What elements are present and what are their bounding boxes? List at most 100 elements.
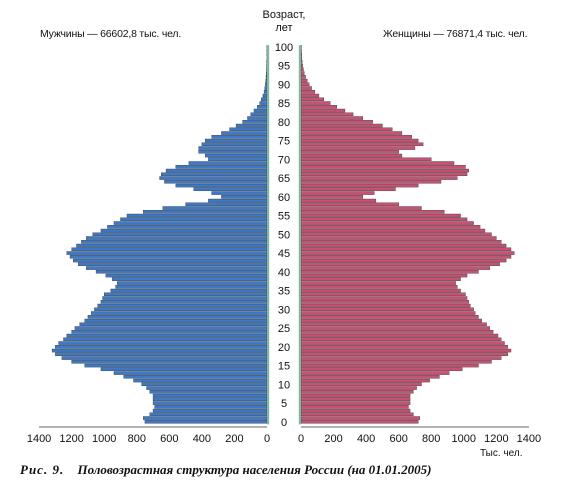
female-bar-age-97 [300, 56, 302, 60]
male-bar-age-78 [229, 127, 268, 132]
age-tick-10: 10 [278, 379, 290, 391]
male-bar-age-29 [91, 311, 268, 315]
male-bar-age-52 [107, 225, 268, 229]
figure-label: Рис. 9. [20, 462, 65, 477]
male-bar-age-88 [263, 90, 268, 94]
male-bar-age-40 [95, 270, 268, 274]
female-bar-age-48 [300, 240, 502, 244]
female-bar-age-42 [300, 262, 500, 267]
age-axis-title-line1: Возраст, [263, 9, 306, 21]
male-bar-age-19 [51, 348, 268, 353]
age-tick-95: 95 [278, 61, 290, 73]
male-bar-age-30 [94, 307, 268, 312]
male-bar-age-27 [84, 318, 268, 323]
female-bar-age-74 [300, 142, 424, 147]
female-bar-age-39 [300, 273, 468, 278]
age-tick-60: 60 [278, 192, 290, 204]
female-bar-age-18 [300, 352, 508, 357]
male-bar-age-59 [208, 198, 268, 203]
female-bar-age-14 [300, 367, 463, 372]
female-bar-age-58 [300, 202, 399, 207]
female-bar-age-61 [300, 191, 375, 195]
male-bar-age-34 [104, 292, 268, 297]
x-axis: 0 0 200 200 400 400 600 600 800 800 1000 1000 1200 12… [27, 426, 541, 445]
male-bar-age-68 [175, 165, 268, 169]
male-bar-age-86 [261, 97, 268, 102]
male-bar-age-81 [247, 116, 268, 120]
age-tick-70: 70 [278, 154, 290, 166]
age-axis-strip-right [298, 45, 301, 425]
male-bar-age-45 [66, 251, 268, 255]
male-bar-age-91 [265, 78, 268, 83]
age-tick-90: 90 [278, 79, 290, 91]
x-tick-left-800: 800 [128, 433, 146, 445]
x-tick-right-200: 200 [324, 433, 342, 445]
female-bar-age-64 [300, 180, 442, 184]
male-bar-age-89 [264, 86, 268, 90]
age-tick-labels: 0 5 10 15 20 25 30 35 40 45 50 55 60 65 70 75 80 85 90 95 10… [275, 42, 293, 429]
female-bar-age-72 [300, 150, 399, 154]
male-bar-age-77 [221, 131, 268, 135]
male-bar-age-93 [266, 71, 268, 75]
age-tick-100: 100 [275, 42, 293, 54]
male-bar-age-55 [126, 213, 268, 218]
age-tick-85: 85 [278, 98, 290, 110]
female-bar-age-93 [300, 71, 305, 75]
unit-label: Тыс. чел. [480, 448, 522, 459]
female-bar-age-33 [300, 296, 468, 300]
male-bar-age-54 [120, 217, 268, 222]
female-bar-age-19 [300, 348, 512, 353]
age-tick-15: 15 [278, 361, 290, 373]
male-bar-age-65 [159, 176, 268, 180]
x-tick-right-0: 0 [298, 433, 304, 445]
age-axis-strip-left [267, 45, 270, 425]
age-tick-65: 65 [278, 173, 290, 185]
female-bar-age-82 [300, 112, 354, 117]
female-bar-age-85 [300, 101, 331, 105]
male-bar-age-18 [55, 352, 268, 357]
female-bar-age-54 [300, 217, 468, 222]
male-bar-age-57 [162, 206, 268, 210]
male-bar-age-39 [105, 273, 268, 278]
female-bar-age-96 [300, 60, 303, 64]
female-bar-age-94 [300, 67, 304, 72]
age-tick-35: 35 [278, 286, 290, 298]
male-bar-age-42 [77, 262, 268, 267]
male-bar-age-16 [71, 360, 268, 364]
female-bar-age-10 [300, 382, 422, 387]
male-bar-age-24 [71, 330, 268, 334]
male-bar-age-64 [164, 180, 268, 184]
male-bar-age-50 [92, 232, 268, 237]
female-bar-age-77 [300, 131, 403, 135]
female-bar-age-0 [300, 420, 419, 424]
male-bar-age-85 [259, 101, 268, 105]
female-bar-age-89 [300, 86, 312, 90]
male-bar-age-6 [152, 397, 268, 402]
male-bar-age-28 [87, 315, 268, 319]
female-bar-age-22 [300, 337, 502, 342]
age-tick-30: 30 [278, 304, 290, 316]
female-bar-age-76 [300, 135, 412, 139]
female-bar-age-7 [300, 393, 411, 398]
x-tick-left-400: 400 [193, 433, 211, 445]
female-bar-age-46 [300, 247, 512, 252]
male-bar-age-79 [235, 123, 268, 128]
x-tick-right-800: 800 [422, 433, 440, 445]
age-tick-5: 5 [281, 398, 287, 410]
female-bar-age-80 [300, 120, 373, 124]
male-bar-age-32 [100, 300, 268, 304]
female-bar-age-23 [300, 333, 499, 338]
male-bar-age-25 [74, 326, 268, 330]
female-bar-age-60 [300, 195, 364, 199]
female-bar-age-51 [300, 228, 486, 233]
age-tick-80: 80 [278, 117, 290, 129]
male-bar-age-41 [86, 266, 268, 270]
female-bar-age-95 [300, 63, 303, 68]
female-bar-age-16 [300, 360, 492, 364]
female-bar-age-15 [300, 363, 479, 368]
female-bar-age-41 [300, 266, 491, 270]
female-bar-age-6 [300, 397, 411, 402]
female-bar-age-86 [300, 97, 324, 102]
x-tick-right-1200: 1200 [484, 433, 508, 445]
legend-female: Женщины — 76871,4 тыс. чел. [383, 28, 527, 40]
